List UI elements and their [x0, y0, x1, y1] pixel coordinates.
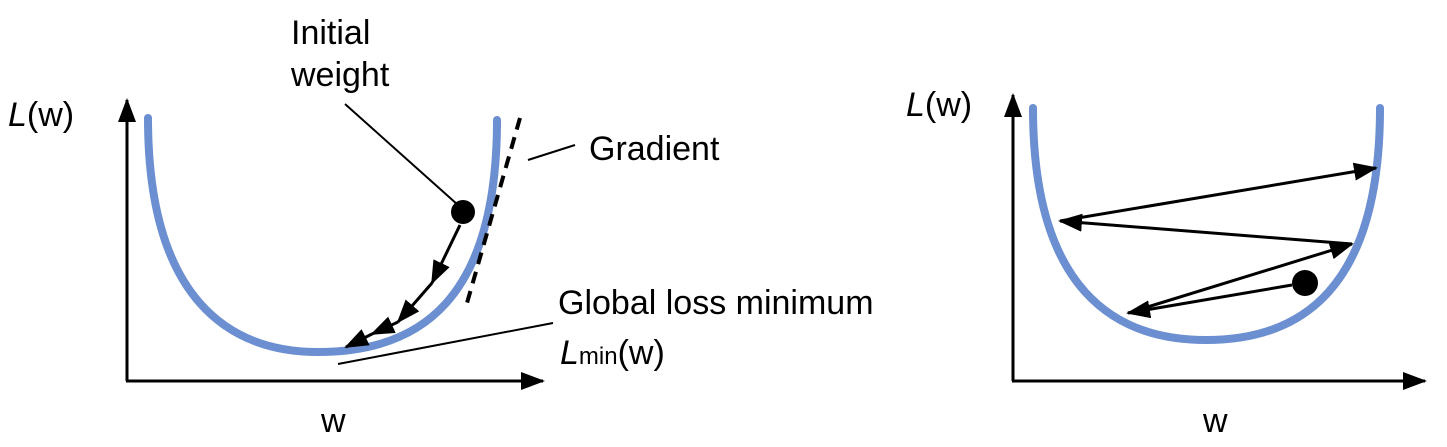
- descent-step-4: [344, 329, 373, 349]
- initial-weight-ball: [451, 200, 475, 224]
- descent-step-3: [370, 316, 399, 336]
- gradient-tangent-line: [463, 117, 522, 311]
- right-y-axis-label: L(w): [906, 86, 972, 124]
- left-y-axis-arg: (w): [26, 96, 75, 134]
- initial-weight-leader-line: [344, 103, 459, 206]
- left-x-axis-label: w: [321, 402, 346, 440]
- initial-weight-label-line2: weight: [291, 56, 390, 94]
- minimum-formula-subscript: min: [578, 343, 618, 370]
- minimum-formula-symbol: L: [560, 334, 579, 372]
- descent-step-1: [430, 224, 462, 285]
- global-minimum-leader-line: [337, 322, 554, 365]
- oscillation-step-1: [1126, 283, 1293, 319]
- oscillation-step-2: [1127, 241, 1354, 315]
- right-x-axis-label: w: [1203, 402, 1228, 440]
- left-panel: [118, 98, 576, 390]
- gradient-label: Gradient: [589, 130, 720, 168]
- gradient-leader-line: [527, 144, 576, 161]
- oscillation-start-ball: [1292, 270, 1318, 296]
- right-loss-curve: [1029, 104, 1384, 345]
- minimum-formula-arg: (w): [617, 334, 665, 372]
- left-y-axis-label: L(w): [8, 96, 74, 134]
- right-panel: [1004, 93, 1427, 390]
- initial-weight-label-line1: Initial: [291, 14, 371, 52]
- oscillation-step-3: [1058, 213, 1353, 246]
- oscillation-step-4: [1059, 162, 1378, 223]
- right-y-axis-symbol: L: [906, 86, 925, 124]
- global-minimum-label: Global loss minimum: [558, 284, 874, 322]
- right-y-axis-arg: (w): [924, 86, 973, 124]
- minimum-formula-label: Lmin(w): [560, 334, 665, 376]
- left-y-axis-symbol: L: [8, 96, 27, 134]
- descent-step-2: [396, 282, 434, 324]
- left-loss-curve: [144, 114, 501, 357]
